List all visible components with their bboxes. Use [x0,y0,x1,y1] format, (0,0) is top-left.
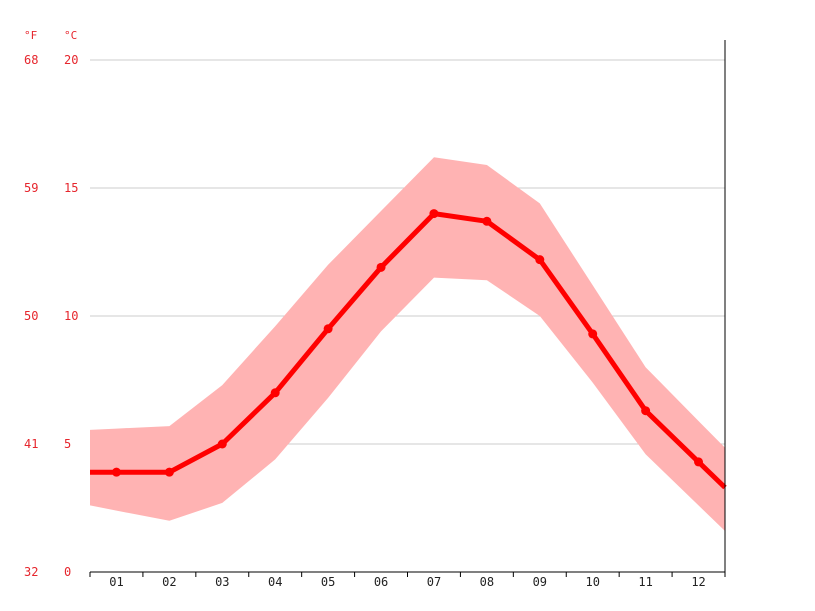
fahrenheit-unit-label: °F [24,29,37,42]
data-point [535,255,545,265]
x-tick-label: 12 [691,575,705,589]
x-tick-label: 03 [215,575,229,589]
x-tick-label: 08 [480,575,494,589]
x-tick-label: 09 [533,575,547,589]
x-tick-label: 02 [162,575,176,589]
celsius-unit-label: °C [64,29,77,42]
data-point [111,467,121,477]
data-point [323,324,333,334]
average-temperature-line [90,211,727,490]
y-tick-label-celsius: 20 [64,53,78,67]
y-tick-label-celsius: 0 [64,565,71,579]
data-point [270,388,280,398]
x-tick-label: 01 [109,575,123,589]
x-tick-label: 04 [268,575,282,589]
x-tick-label: 06 [374,575,388,589]
data-point [482,216,492,226]
data-point [694,457,704,467]
x-tick-label: 10 [585,575,599,589]
y-tick-label-fahrenheit: 41 [24,437,38,451]
y-tick-label-fahrenheit: 68 [24,53,38,67]
x-tick-label: 05 [321,575,335,589]
y-tick-label-celsius: 15 [64,181,78,195]
x-tick-label: 11 [638,575,652,589]
x-axis-ticks: 01 02 03 04 05 06 07 08 09 10 11 12 [89,572,726,589]
data-point [164,467,174,477]
x-tick-label: 07 [427,575,441,589]
data-point [376,262,386,272]
y-tick-label-fahrenheit: 50 [24,309,38,323]
y-axis-ticks: 20 68 15 59 10 50 5 41 0 32 [24,53,78,579]
temperature-range-band [90,157,725,532]
data-point [641,406,651,416]
y-tick-label-celsius: 5 [64,437,71,451]
data-points [111,209,704,477]
y-tick-label-fahrenheit: 32 [24,565,38,579]
y-tick-label-fahrenheit: 59 [24,181,38,195]
data-point [217,439,227,449]
y-tick-label-celsius: 10 [64,309,78,323]
data-point [588,329,598,339]
data-point [429,209,439,219]
